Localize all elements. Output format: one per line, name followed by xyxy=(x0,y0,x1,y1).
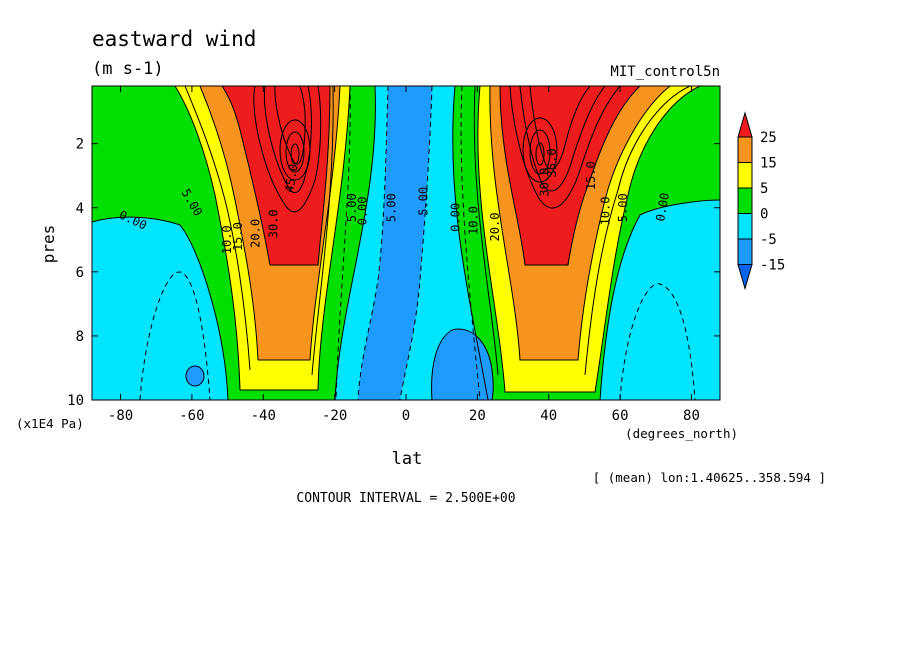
y-tick-label: 2 xyxy=(76,137,84,153)
contour-label: 0.00 xyxy=(449,203,463,232)
contour-label: 0.00 xyxy=(356,197,370,226)
y-tick-label: 10 xyxy=(67,393,84,409)
colorbar-label: 25 xyxy=(760,130,777,146)
colorbar-top-arrow xyxy=(737,111,753,138)
contour-label: 30.0 xyxy=(267,209,281,238)
colorbar: 25 15 5 0 -5 -15 xyxy=(737,111,785,291)
colorbar-swatch xyxy=(737,162,753,189)
region-minus5-minus15 xyxy=(186,366,204,386)
contour-label: 5.00 xyxy=(616,193,630,222)
contour-label: 15.0 xyxy=(584,161,598,190)
colorbar-label: 15 xyxy=(760,156,777,172)
negative-contour-lines xyxy=(139,86,696,400)
colorbar-label: -5 xyxy=(760,232,777,248)
y-axis: 2 4 6 8 10 xyxy=(67,137,720,409)
x-axis-label: lat xyxy=(392,449,423,469)
region-above-25 xyxy=(500,86,640,265)
chart-units: (m s-1) xyxy=(92,59,164,79)
y-axis-units: (x1E4 Pa) xyxy=(16,416,84,431)
contour-label: 10.0 xyxy=(466,206,480,235)
contour-label: 20.0 xyxy=(249,219,263,248)
chart-title: eastward wind xyxy=(92,27,256,51)
colorbar-bottom-arrow xyxy=(737,264,753,291)
y-axis-label: pres xyxy=(39,225,58,264)
contour-label: 30.0 xyxy=(538,168,552,197)
colorbar-swatch xyxy=(737,238,753,265)
contour-label: 5.00 xyxy=(345,193,359,222)
x-tick-label: 0 xyxy=(402,408,410,424)
colorbar-swatch xyxy=(737,136,753,163)
y-tick-label: 6 xyxy=(76,265,84,281)
colorbar-label: -15 xyxy=(760,258,785,274)
x-tick-label: 40 xyxy=(540,408,557,424)
region-above-25 xyxy=(222,86,330,265)
y-tick-label: 4 xyxy=(76,201,84,217)
contour-interval: CONTOUR INTERVAL = 2.500E+00 xyxy=(296,491,515,506)
dataset-name: MIT_control5n xyxy=(610,64,720,80)
contour-label: 10.0 xyxy=(598,197,612,226)
contour-label: 5.00 xyxy=(416,187,430,216)
y-tick-label: 8 xyxy=(76,329,84,345)
x-tick-label: -20 xyxy=(322,408,347,424)
colorbar-label: 0 xyxy=(760,207,768,223)
colorbar-swatch xyxy=(737,213,753,240)
region-minus5-minus15 xyxy=(358,86,432,400)
x-axis-units: (degrees_north) xyxy=(625,426,738,441)
x-tick-label: 20 xyxy=(469,408,486,424)
colorbar-label: 5 xyxy=(760,181,768,197)
colorbar-swatch xyxy=(737,187,753,214)
x-tick-label: 80 xyxy=(683,408,700,424)
contour-label: 20.0 xyxy=(488,213,502,242)
x-axis: -80 -60 -40 -20 0 20 40 60 80 xyxy=(108,86,700,424)
contour-lines xyxy=(92,86,720,400)
x-tick-label: 60 xyxy=(612,408,629,424)
contour-label: 35.0 xyxy=(545,148,559,177)
contour-label: 0.00 xyxy=(653,192,672,223)
mean-note: [ (mean) lon:1.40625..358.594 ] xyxy=(593,470,826,485)
x-tick-label: -40 xyxy=(251,408,276,424)
contour-label: 45.0 xyxy=(282,163,301,194)
x-tick-label: -80 xyxy=(108,408,133,424)
contour-label: 15.0 xyxy=(231,222,245,251)
x-tick-label: -60 xyxy=(179,408,204,424)
contour-label: 10.0 xyxy=(220,225,234,254)
contour-label: 5.00 xyxy=(384,193,398,222)
